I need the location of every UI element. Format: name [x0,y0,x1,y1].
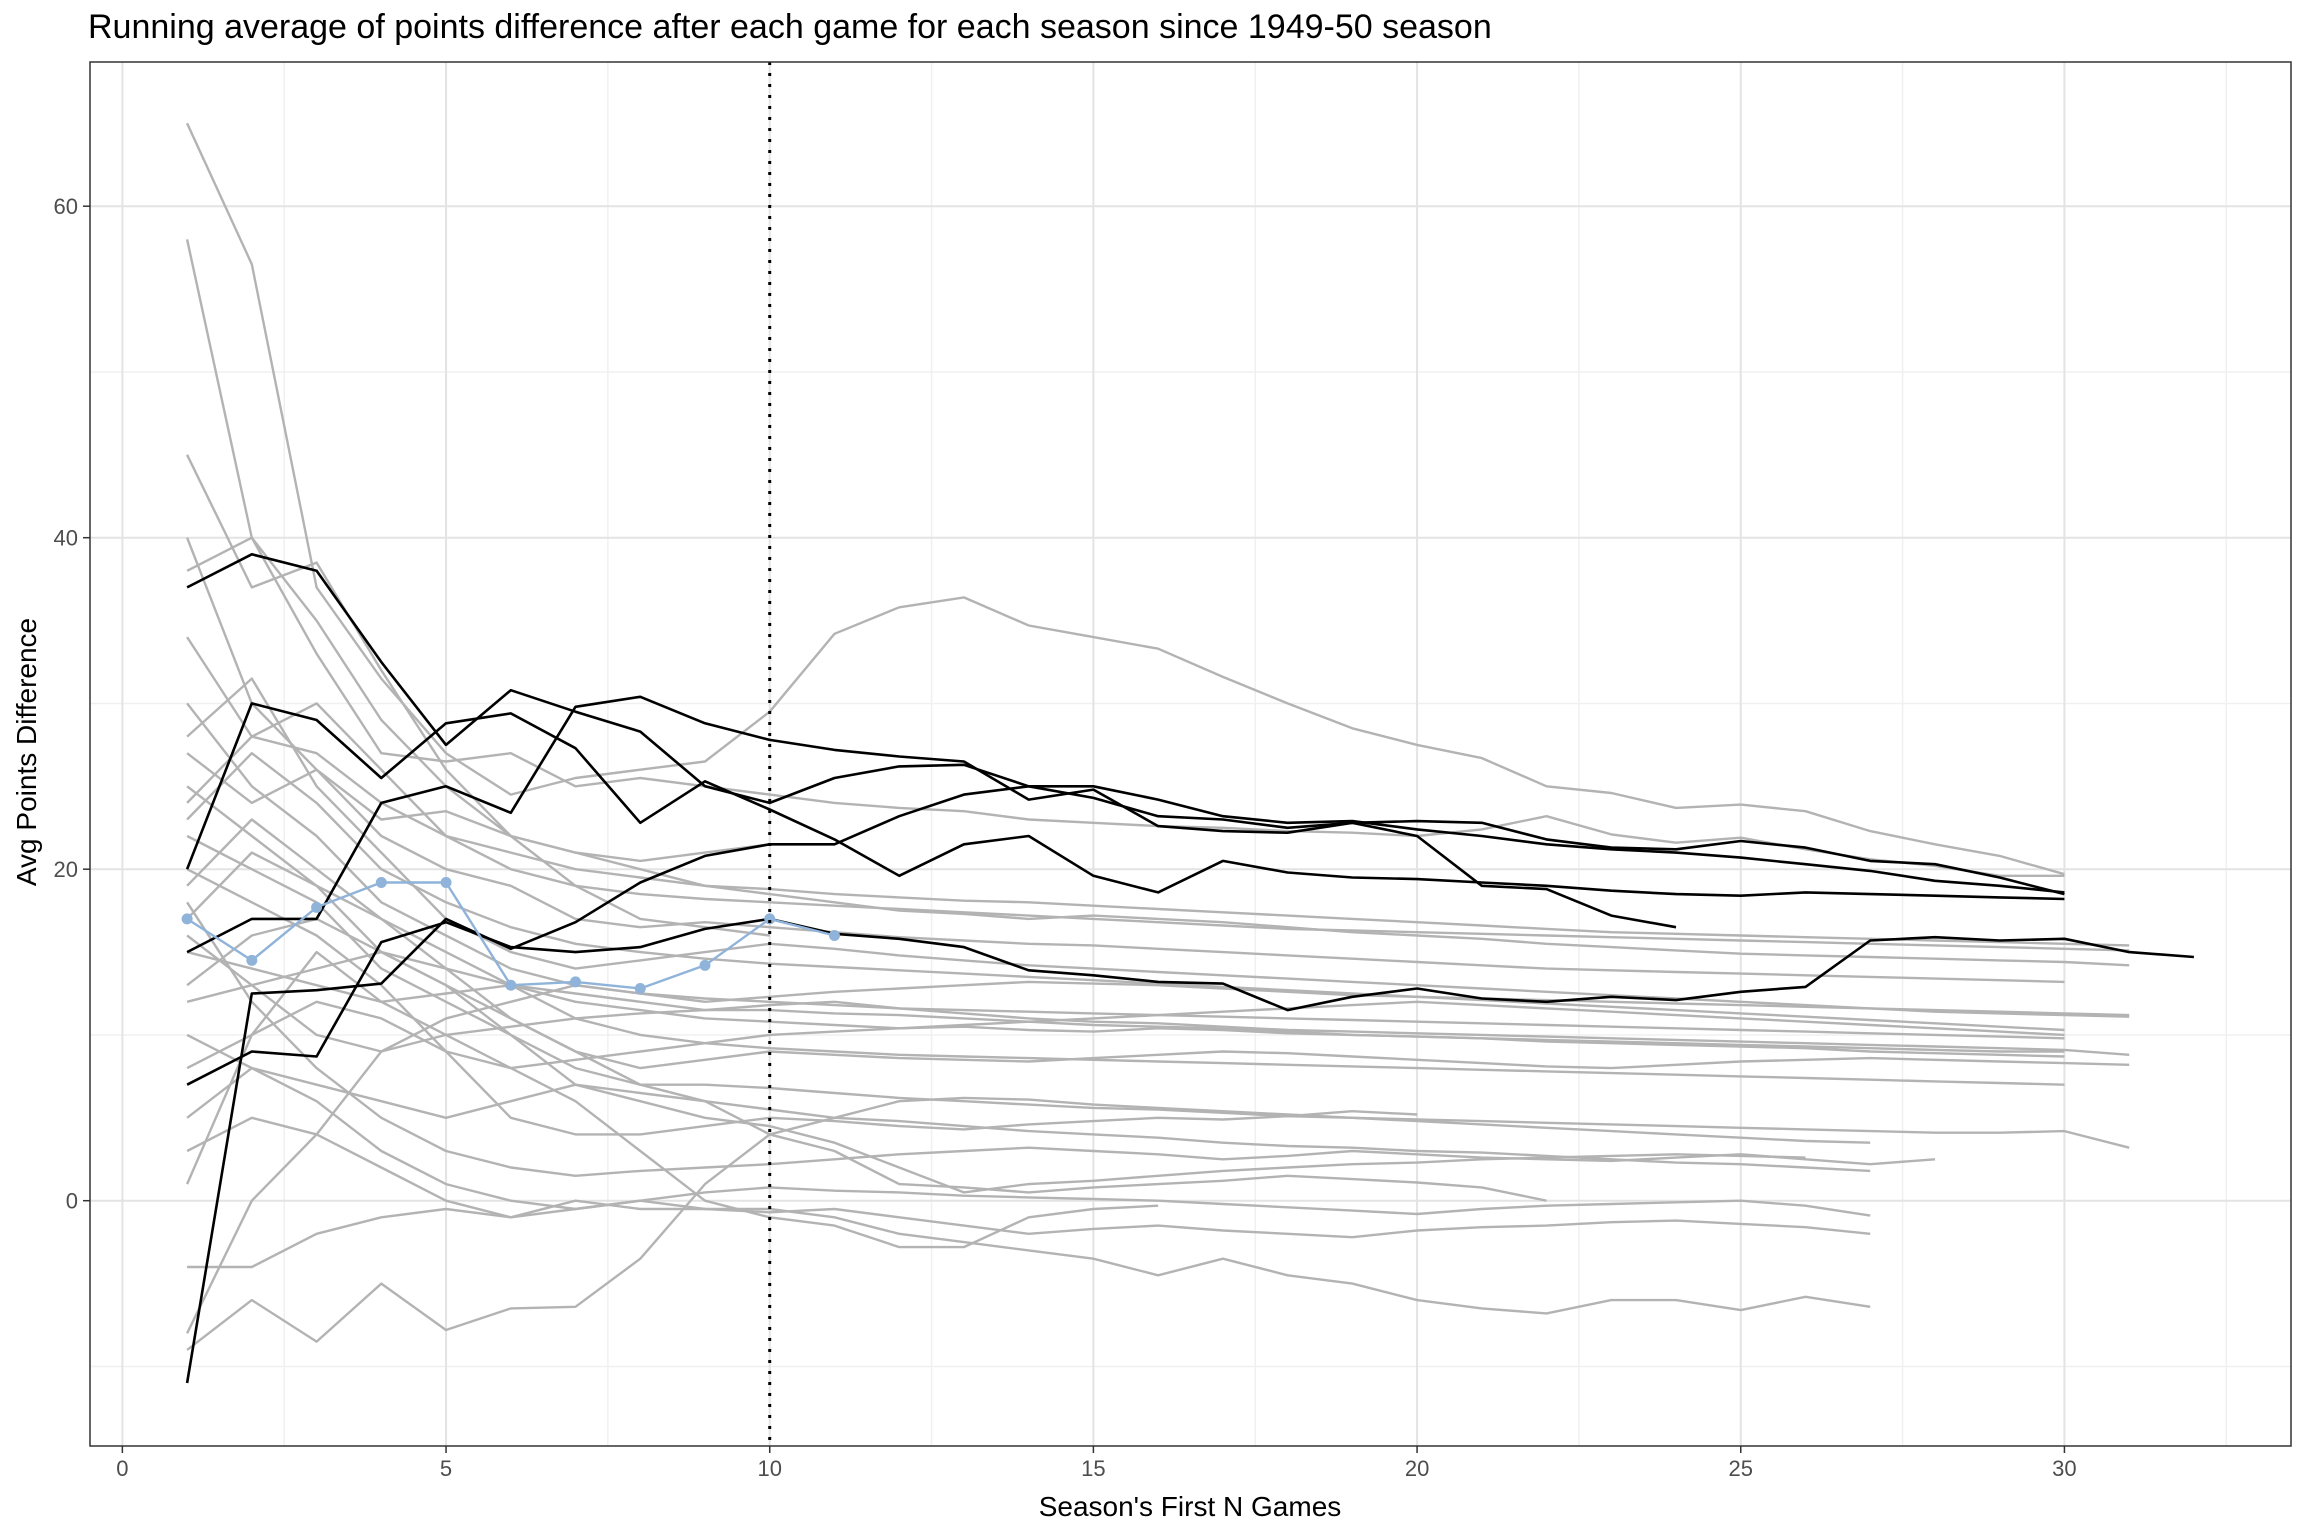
background-series-line [186,536,2130,967]
background-series-line [185,537,770,937]
background-series-line [185,950,1159,1249]
plot-border [89,61,2292,1447]
current-series-point [246,954,258,966]
background-series-line [186,752,2065,1032]
highlight-series-line [186,552,2065,894]
background-series-line [186,1000,2065,1070]
x-axis-title: Season's First N Games [1039,1491,1342,1522]
background-series-line [186,702,2065,1040]
background-series-line [186,818,2130,1070]
background-series-line [186,868,1418,1136]
background-series-line [186,122,2065,876]
highlight-series-line [186,917,2194,1086]
background-series-line [186,1096,1871,1351]
background-series-line [185,239,2065,877]
current-series-point [634,983,646,995]
highlight-series-line [185,702,2065,901]
y-axis-title: Avg Points Difference [11,618,42,886]
series-layer [181,122,2194,1384]
current-series-point [570,976,582,988]
y-tick-label: 0 [66,1189,78,1214]
x-tick-label: 30 [2052,1456,2076,1481]
background-series-line [186,901,1936,1178]
background-series-line [186,917,1547,1202]
current-series-point [505,979,517,991]
background-series-line [186,1033,1871,1173]
major-gridlines [90,62,2291,1446]
plot-panel [90,62,2291,1446]
background-series-line [186,950,2065,1053]
current-series-point [375,876,387,888]
current-series-point [828,929,840,941]
background-series-line [186,1116,1871,1239]
x-tick-label: 0 [116,1456,128,1481]
background-series-line [186,752,2065,984]
x-axis-ticks: 0 5 10 15 20 25 30 [116,1446,2077,1481]
x-tick-label: 15 [1081,1456,1105,1481]
background-series-line [186,636,2130,947]
background-series-line [186,934,2130,1053]
x-tick-label: 5 [440,1456,452,1481]
x-tick-label: 20 [1405,1456,1429,1481]
background-series-line [186,702,2130,952]
current-series-point [699,959,711,971]
y-tick-label: 40 [54,526,78,551]
current-series-point [440,876,452,888]
x-tick-label: 25 [1729,1456,1753,1481]
minor-gridlines [90,62,2291,1446]
background-series-line [186,851,1806,1194]
background-series-line [186,677,2130,1018]
background-series-line [186,1066,1871,1217]
y-axis-ticks: 0 20 40 60 [54,194,90,1214]
current-series-point [311,901,323,913]
x-tick-label: 10 [757,1456,781,1481]
background-series-line [187,1199,1871,1315]
y-tick-label: 20 [54,857,78,882]
current-series-point [181,913,193,925]
highlight-series-line [186,695,1677,954]
current-series-point [764,913,776,925]
background-series-line [186,785,2065,1086]
background-series-line [186,454,770,863]
chart-title: Running average of points difference aft… [88,8,1492,46]
y-tick-label: 60 [54,194,78,219]
